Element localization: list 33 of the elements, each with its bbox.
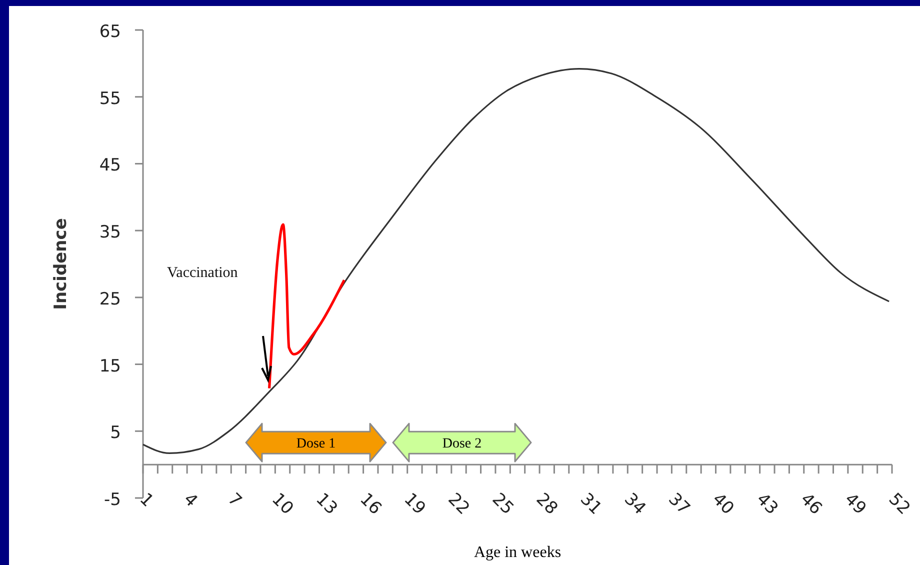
y-tick-label: 5 bbox=[110, 423, 121, 444]
x-tick-label: 37 bbox=[664, 489, 694, 519]
x-tick-label: 16 bbox=[356, 489, 386, 519]
y-tick-label: 35 bbox=[99, 222, 121, 243]
x-tick-label: 19 bbox=[400, 489, 430, 519]
x-tick-label: 13 bbox=[312, 489, 342, 519]
x-tick-label: 1 bbox=[135, 489, 158, 512]
y-axis-title: Incidence bbox=[51, 218, 71, 310]
x-tick-label: 10 bbox=[268, 489, 298, 519]
annotation: Vaccination bbox=[167, 265, 238, 281]
y-tick-label: 55 bbox=[99, 88, 121, 109]
x-axis-title: Age in weeks bbox=[474, 544, 562, 561]
y-tick-label: 65 bbox=[99, 22, 121, 42]
x-tick-label: 34 bbox=[620, 489, 650, 519]
x-tick-label: 22 bbox=[444, 489, 474, 519]
y-tick-label: 25 bbox=[99, 289, 121, 310]
x-tick-label: 7 bbox=[224, 489, 246, 512]
x-tick-label: 28 bbox=[532, 489, 562, 519]
annotation: Dose 2 bbox=[442, 436, 482, 452]
line-series bbox=[268, 223, 346, 390]
annotation: Dose 1 bbox=[296, 436, 336, 452]
x-tick-label: 31 bbox=[576, 489, 606, 519]
x-tick-label: 40 bbox=[708, 489, 738, 519]
line-series bbox=[142, 68, 890, 454]
x-tick-label: 49 bbox=[840, 489, 870, 519]
y-tick-label: 15 bbox=[99, 356, 121, 376]
x-tick-label: 43 bbox=[752, 489, 782, 519]
y-tick-label: 45 bbox=[99, 156, 121, 176]
x-tick-label: 52 bbox=[884, 489, 914, 519]
x-tick-label: 46 bbox=[796, 489, 826, 519]
y-tick-label: -5 bbox=[104, 490, 121, 510]
x-tick-label: 25 bbox=[488, 489, 518, 519]
x-tick-label: 4 bbox=[180, 489, 202, 512]
